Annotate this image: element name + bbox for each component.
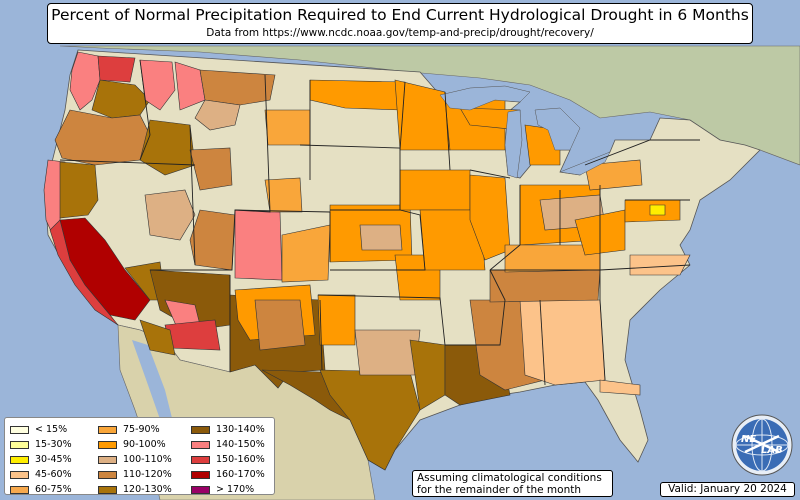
lake-huron-top (534, 107, 581, 151)
legend-item: 30-45% (10, 452, 72, 467)
map-subtitle: Data from https://www.ncdc.noaa.gov/temp… (206, 27, 594, 39)
legend-swatch (191, 425, 210, 434)
region-nc (629, 254, 691, 276)
legend-item: 75-90% (98, 422, 172, 437)
region-md-yellow (649, 204, 666, 216)
logo-text-1: NE (741, 434, 756, 445)
legend-item: < 15% (10, 422, 72, 437)
legend-item: 150-160% (191, 452, 265, 467)
region-or-east (139, 119, 196, 176)
legend-swatch (191, 470, 210, 479)
legend-swatch (98, 440, 117, 449)
legend-item: 130-140% (191, 422, 265, 437)
valid-date: Valid: January 20 2024 (660, 482, 795, 497)
region-tx-panhandle (317, 294, 356, 346)
legend-item: 140-150% (191, 437, 265, 452)
legend-swatch (10, 425, 29, 434)
legend-swatch (191, 485, 210, 494)
region-mt-south (194, 99, 241, 131)
region-fl-south (599, 379, 641, 396)
logo-text-2: LAB (761, 445, 783, 456)
region-mt-central (199, 69, 276, 106)
assumption-note: Assuming climatological conditions for t… (412, 470, 613, 497)
region-tx-east (354, 329, 421, 376)
region-ia (399, 169, 471, 211)
legend-item: 60-75% (10, 482, 72, 497)
legend-swatch (10, 470, 29, 479)
legend-swatch (191, 440, 210, 449)
gulf-of-california (132, 340, 175, 430)
legend: < 15% 15-30% 30-45% 45-60% 60-75% 75-90%… (4, 417, 275, 495)
legend-swatch (10, 440, 29, 449)
title-box: Percent of Normal Precipitation Required… (47, 3, 753, 44)
region-co-east (281, 224, 331, 283)
legend-swatch (10, 485, 29, 494)
legend-swatch (191, 455, 210, 464)
region-ks-inner (359, 224, 403, 251)
lake-superior-top (439, 85, 531, 111)
region-pa (584, 159, 643, 191)
region-tn (489, 269, 601, 303)
note-line-1: Assuming climatological conditions (417, 472, 602, 484)
legend-item: 45-60% (10, 467, 72, 482)
region-tx-central (319, 369, 421, 471)
region-ca-coast (49, 219, 119, 326)
state-boundaries (59, 59, 700, 386)
region-ga-al (519, 299, 606, 386)
region-id-south (189, 147, 233, 191)
nexlab-globe-logo: NE LAB (731, 414, 793, 476)
legend-item: 100-110% (98, 452, 172, 467)
region-ut-east (189, 209, 236, 271)
legend-swatch (98, 455, 117, 464)
lake-erie-top (559, 151, 611, 176)
legend-swatch (10, 455, 29, 464)
region-co-west (234, 209, 283, 281)
legend-swatch (98, 485, 117, 494)
legend-item: 15-30% (10, 437, 72, 452)
legend-swatch (98, 425, 117, 434)
region-wy (264, 177, 303, 213)
legend-item: 120-130% (98, 482, 172, 497)
legend-item: > 170% (191, 482, 265, 497)
note-line-2: for the remainder of the month (417, 484, 582, 496)
legend-item: 90-100% (98, 437, 172, 452)
region-nm-mid (254, 299, 306, 351)
region-az-sw (139, 319, 176, 356)
region-ut-west (144, 189, 196, 241)
region-or (54, 109, 151, 166)
region-ca-ne (59, 161, 99, 219)
region-sd-west (264, 109, 311, 146)
canada-land (59, 45, 800, 166)
lake-michigan-top (504, 109, 523, 179)
legend-item: 160-170% (191, 467, 265, 482)
legend-swatch (98, 470, 117, 479)
region-il (469, 174, 511, 261)
region-wa-east (97, 55, 136, 83)
legend-item: 110-120% (98, 467, 172, 482)
map-title: Percent of Normal Precipitation Required… (51, 6, 749, 24)
